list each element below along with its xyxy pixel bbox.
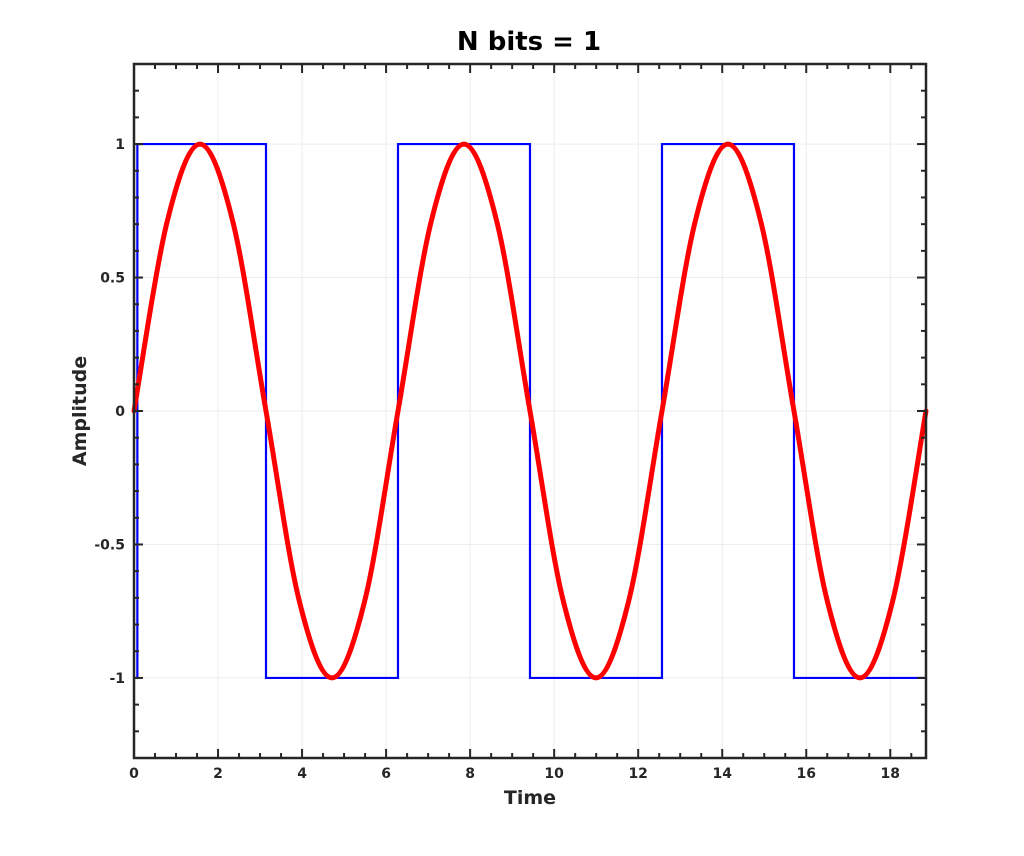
x-tick-label: 4 [297,766,307,782]
tick-label-layer: 0 2 4 6 8 10 12 14 16 18 -1 -0.5 0 0.5 1 [94,137,900,782]
chart-title: N bits = 1 [457,27,601,57]
y-axis-label: Amplitude [69,356,91,466]
y-tick-label: -0.5 [94,537,125,553]
x-tick-label: 16 [797,766,816,782]
x-tick-label: 18 [881,766,900,782]
x-tick-label: 14 [712,766,732,782]
y-tick-label: 1 [115,137,125,153]
x-tick-label: 0 [129,766,139,782]
x-tick-label: 6 [381,766,391,782]
x-tick-label: 12 [628,766,647,782]
x-axis-label: Time [504,787,556,809]
y-tick-label: 0.5 [100,271,125,287]
x-tick-label: 2 [213,766,223,782]
series-line-1 [131,141,929,681]
series-layer [131,141,929,681]
y-tick-label: -1 [109,671,125,687]
y-tick-label: 0 [115,404,125,420]
x-tick-label: 10 [544,766,564,782]
tick-layer [133,64,926,758]
x-tick-label: 8 [465,766,475,782]
